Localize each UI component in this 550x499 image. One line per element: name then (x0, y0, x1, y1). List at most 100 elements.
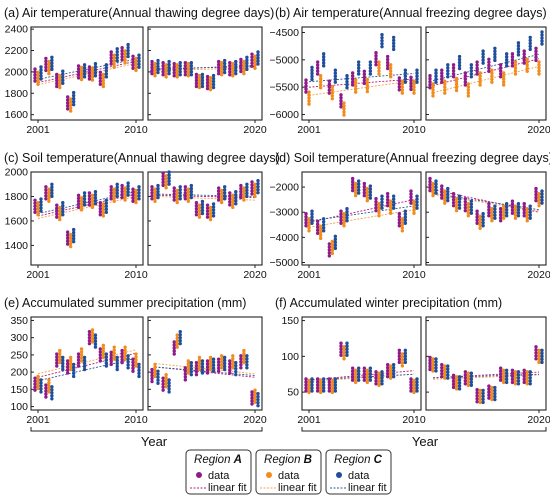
data-point (87, 332, 92, 337)
data-point (339, 221, 343, 225)
data-point (522, 211, 526, 215)
data-point (44, 56, 48, 61)
data-point (356, 188, 361, 192)
data-point (137, 191, 141, 195)
data-point (516, 53, 521, 57)
data-point (333, 243, 338, 248)
data-point (65, 242, 70, 246)
data-point (350, 80, 355, 84)
data-point (120, 46, 124, 50)
data-point (234, 195, 238, 200)
data-point (356, 66, 361, 70)
data-point (98, 213, 103, 217)
data-point (466, 91, 471, 95)
data-point (481, 212, 485, 216)
data-point (537, 203, 541, 208)
data-point (454, 85, 459, 90)
data-point (68, 244, 73, 249)
data-point (516, 379, 521, 383)
data-point (109, 362, 113, 367)
data-point (205, 362, 210, 366)
data-point (194, 204, 199, 208)
data-point (362, 78, 367, 83)
data-point (183, 194, 188, 198)
data-point (342, 345, 346, 349)
data-point (178, 329, 182, 334)
data-point (540, 189, 544, 193)
data-point (307, 387, 311, 392)
data-point (400, 352, 405, 356)
data-point (112, 65, 116, 69)
data-point (321, 380, 326, 384)
data-point (126, 42, 130, 47)
data-point (409, 87, 413, 92)
y-tick-label: 2400 (5, 24, 29, 36)
data-point (475, 60, 479, 64)
data-point (112, 62, 116, 66)
data-point (522, 368, 526, 373)
data-point (161, 180, 165, 185)
data-point (321, 61, 326, 65)
data-point (510, 202, 515, 206)
data-point (451, 66, 456, 70)
data-point (397, 79, 402, 83)
x-tick-label: 2001 (297, 269, 321, 281)
data-point (428, 83, 432, 87)
data-point (231, 199, 235, 204)
data-point (134, 62, 138, 67)
data-point (109, 194, 113, 198)
data-point (87, 65, 92, 69)
data-point (304, 389, 308, 393)
data-point (318, 227, 323, 232)
data-point (44, 197, 48, 201)
data-point (339, 341, 343, 345)
data-point (186, 196, 191, 200)
data-point (228, 371, 232, 375)
data-point (350, 185, 355, 190)
data-point (167, 182, 171, 186)
subpanel-right: 2020 (147, 316, 267, 426)
data-point (250, 64, 254, 68)
data-point (82, 358, 87, 363)
data-point (231, 205, 235, 210)
data-point (186, 74, 191, 78)
data-point (516, 370, 521, 374)
data-point (245, 182, 249, 187)
data-point (540, 39, 544, 43)
data-point (87, 71, 92, 75)
data-point (172, 340, 176, 344)
data-point (345, 80, 349, 84)
data-point (93, 68, 98, 72)
data-point (513, 63, 518, 67)
data-point (183, 369, 188, 373)
data-point (156, 186, 160, 191)
data-point (208, 78, 213, 83)
data-point (47, 71, 51, 76)
data-point (440, 80, 444, 84)
y-tick-label: −5500 (270, 82, 300, 94)
data-point (374, 63, 378, 67)
data-point (256, 394, 260, 399)
data-point (104, 66, 109, 70)
data-point (333, 383, 338, 387)
data-point (234, 201, 238, 206)
data-point (161, 388, 165, 392)
data-point (90, 193, 95, 198)
data-point (200, 202, 205, 207)
data-point (61, 364, 65, 369)
data-point (87, 197, 92, 201)
data-point (353, 187, 358, 192)
data-point (33, 79, 37, 83)
data-point (123, 55, 127, 59)
data-point (239, 57, 243, 62)
fit-line (308, 209, 415, 228)
data-point (186, 193, 191, 197)
y-tick-label: 200 (10, 367, 28, 379)
data-point (50, 385, 54, 389)
x-axis-label-right: Year (412, 434, 439, 449)
data-point (175, 336, 179, 340)
data-point (101, 72, 106, 77)
data-point (321, 226, 326, 230)
data-point (362, 369, 367, 373)
data-point (242, 192, 246, 196)
